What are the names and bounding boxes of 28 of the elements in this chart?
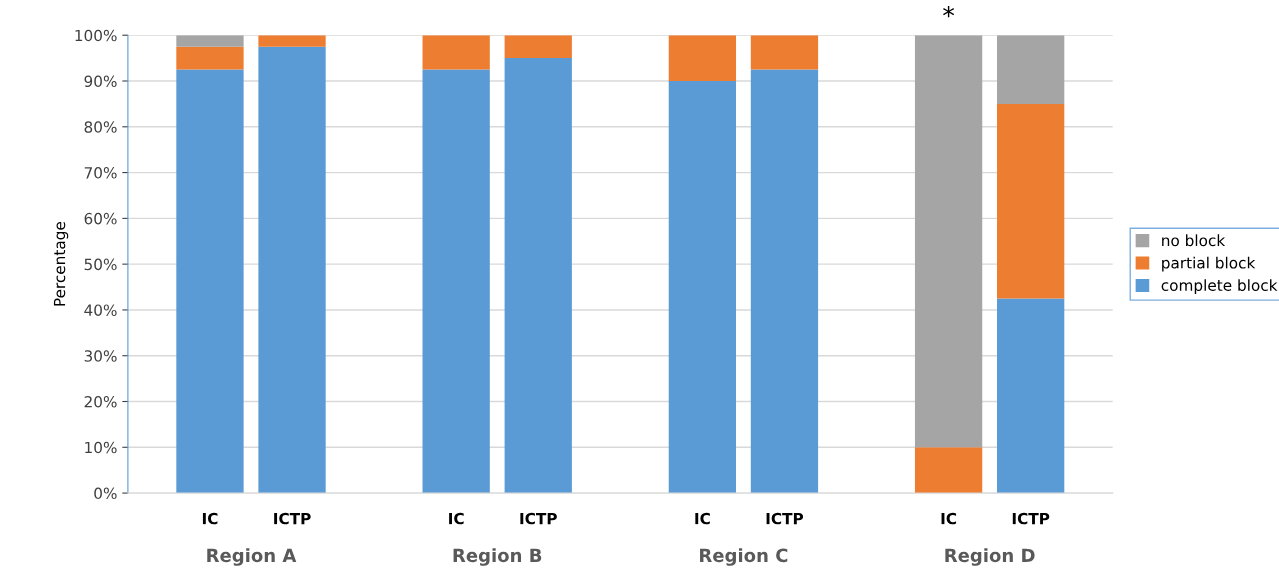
y-tick-label: 60% [84,212,117,225]
x-tick-label: ICTP [766,512,804,525]
y-tick-label: 100% [75,29,117,42]
legend-label: no block [1162,234,1226,247]
x-tick-label: ICTP [520,512,557,525]
text: Region B [453,548,542,566]
y-tick-label: 10% [85,441,117,454]
y-tick-label: 30% [84,350,117,362]
y-tick-label: 80% [84,121,117,133]
y-tick-label: 50% [84,258,117,271]
legend-label: partial block [1162,256,1256,272]
y-axis-title: Percentage [53,222,69,306]
y-tick-label: 0% [94,487,117,500]
legend-label: complete block [1161,279,1278,294]
text: * [943,5,955,18]
text: Region C [700,548,788,566]
y-tick-label: 70% [84,167,117,179]
y-tick-label: 90% [84,75,117,88]
text: Region A [207,548,297,566]
text: Region D [945,548,1035,566]
x-tick-label: IC [449,512,464,525]
y-tick-label: 20% [84,395,117,408]
x-tick-label: IC [695,512,710,525]
x-tick-label: IC [941,512,957,525]
x-tick-label: ICTP [274,512,311,525]
x-tick-label: ICTP [1012,512,1050,525]
y-tick-label: 40% [84,304,117,316]
x-tick-label: IC [202,512,218,525]
